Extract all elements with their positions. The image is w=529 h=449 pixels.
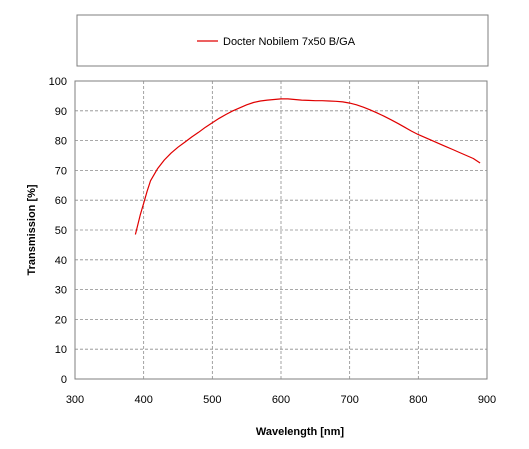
y-tick-label: 80 — [55, 136, 67, 148]
y-tick-label: 40 — [55, 255, 67, 267]
y-tick-label: 50 — [55, 225, 67, 237]
x-tick-label: 600 — [272, 394, 290, 406]
y-tick-label: 10 — [55, 344, 67, 356]
x-tick-label: 700 — [340, 394, 358, 406]
y-tick-label: 100 — [49, 76, 67, 88]
x-tick-label: 900 — [478, 394, 496, 406]
y-tick-labels: 0 10 20 30 40 50 60 70 80 90 100 — [49, 76, 67, 386]
y-tick-label: 70 — [55, 165, 67, 177]
x-axis-title: Wavelength [nm] — [256, 426, 345, 438]
x-tick-label: 300 — [66, 394, 84, 406]
x-tick-label: 800 — [409, 394, 427, 406]
x-tick-label: 500 — [203, 394, 221, 406]
legend-box — [76, 14, 489, 67]
x-tick-labels: 300 400 500 600 700 800 900 — [66, 394, 496, 406]
y-tick-label: 60 — [55, 195, 67, 207]
y-tick-label: 90 — [55, 106, 67, 118]
grid-lines — [75, 81, 487, 379]
series-line — [134, 98, 481, 235]
x-tick-label: 400 — [134, 394, 152, 406]
y-tick-label: 30 — [55, 285, 67, 297]
y-tick-label: 0 — [61, 374, 67, 386]
y-axis-title: Transmission [%] — [26, 184, 38, 275]
series-layer — [134, 98, 481, 235]
y-tick-label: 20 — [55, 314, 67, 326]
legend-label: Docter Nobilem 7x50 B/GA — [223, 36, 356, 48]
